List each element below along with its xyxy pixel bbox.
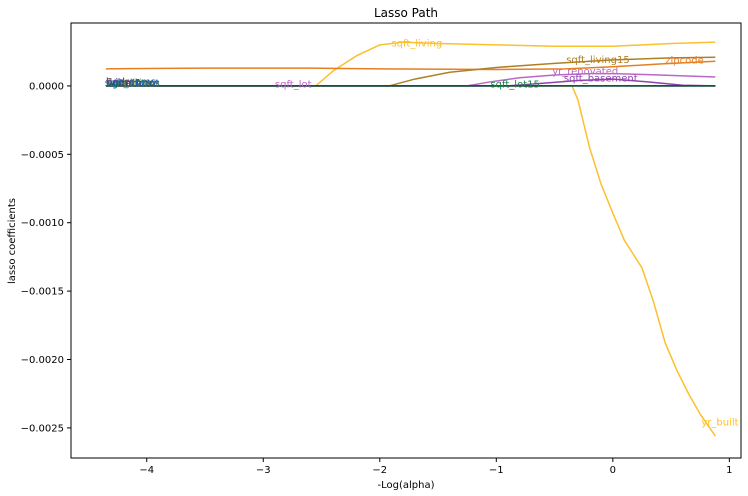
y-tick-label: 0.0000 <box>29 81 64 92</box>
feature-label-view: view <box>109 77 132 88</box>
x-tick-label: −1 <box>489 465 504 476</box>
feature-label-sqft_lot: sqft_lot <box>275 79 312 90</box>
plot-frame <box>70 22 742 459</box>
series-line-yr_built <box>105 85 716 437</box>
feature-label-sqft_living15: sqft_living15 <box>566 55 630 66</box>
x-tick-label: 0 <box>610 465 616 476</box>
series-line-zipcode <box>105 60 716 71</box>
y-axis-title: lasso coefficients <box>7 198 18 284</box>
feature-label-bathrooms: bathrooms <box>106 78 160 89</box>
series-lines <box>105 41 716 437</box>
plot-area: bedroomsbathroomsfloorsviewgradeconditio… <box>21 22 742 476</box>
series-line-sqft_living15 <box>105 56 716 87</box>
y-tick-label: −0.0010 <box>21 218 64 229</box>
feature-label-waterfront: waterfront <box>107 79 159 90</box>
feature-label-sqft_living: sqft_living <box>391 39 442 50</box>
x-tick-label: −4 <box>139 465 154 476</box>
feature-label-condition: condition <box>108 78 154 89</box>
y-tick-label: −0.0015 <box>21 287 64 298</box>
y-tick-label: −0.0025 <box>21 423 64 434</box>
series-line-yr_renovated <box>105 72 716 87</box>
feature-label-grade: grade <box>112 78 141 89</box>
x-tick-label: −3 <box>256 465 271 476</box>
feature-label-bedrooms: bedrooms <box>106 77 156 88</box>
x-tick-label: 1 <box>726 465 732 476</box>
feature-label-zipcode: zipcode <box>665 56 704 67</box>
y-tick-label: −0.0005 <box>21 150 64 161</box>
feature-label-sqft_above: sqft_above <box>105 78 160 89</box>
x-tick-label: −2 <box>372 465 387 476</box>
feature-label-floors: floors <box>106 78 134 89</box>
x-axis-title: -Log(alpha) <box>378 480 435 491</box>
y-tick-label: −0.0020 <box>21 355 64 366</box>
feature-label-sqft_lot15: sqft_lot15 <box>490 80 539 91</box>
series-line-sqft_living <box>105 41 716 87</box>
chart-title: Lasso Path <box>374 6 438 20</box>
feature-label-yr_renovated: yr_renovated <box>552 67 618 78</box>
feature-label-yr_built: yr_built <box>701 417 738 428</box>
feature-label-sqft_basement: sqft_basement <box>564 73 638 84</box>
